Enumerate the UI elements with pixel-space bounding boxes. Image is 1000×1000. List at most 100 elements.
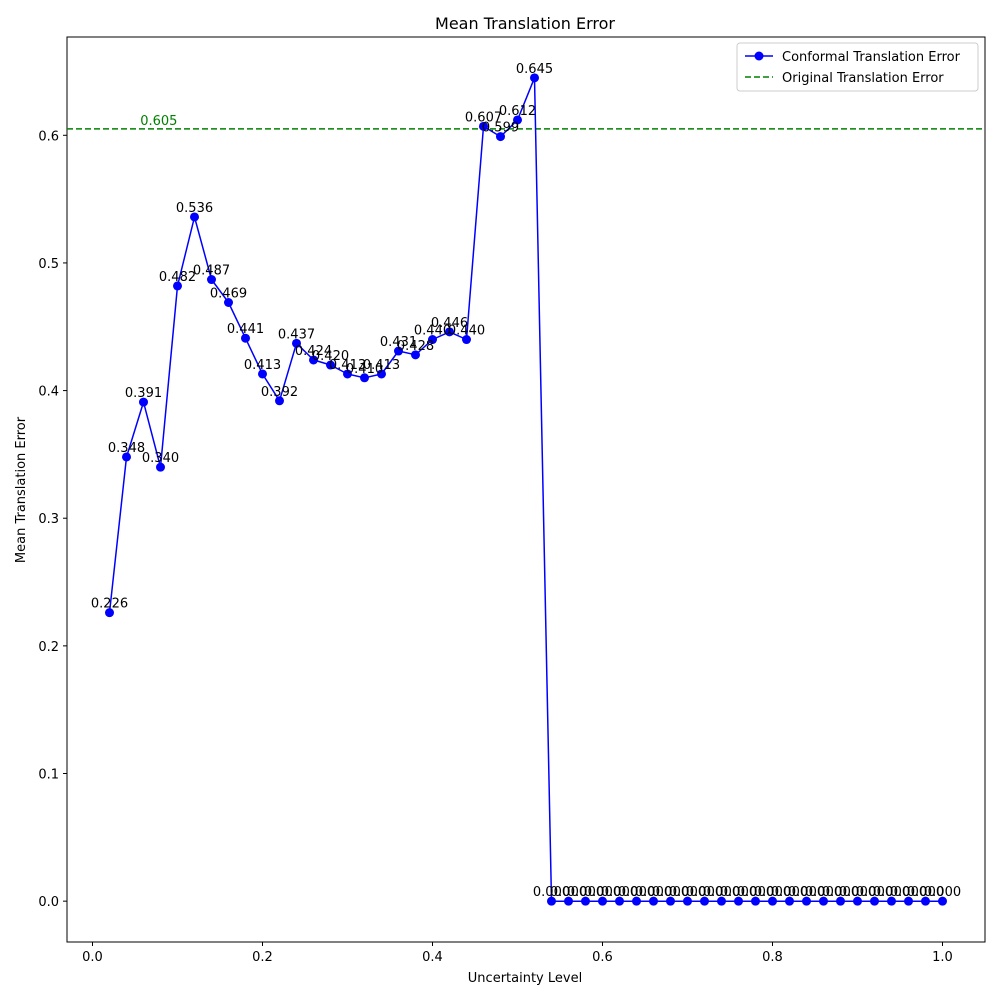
data-label: 0.469 bbox=[210, 287, 247, 302]
data-point bbox=[156, 462, 165, 472]
data-point bbox=[173, 281, 182, 291]
data-label: 0.440 bbox=[414, 324, 451, 339]
data-point bbox=[360, 373, 369, 383]
data-point bbox=[105, 608, 114, 618]
data-labels: 0.226 0.348 0.391 0.340 0.482 0.536 0.487 0.469… bbox=[91, 62, 961, 900]
data-point bbox=[564, 896, 573, 906]
data-point bbox=[887, 896, 896, 906]
data-label: 0.000 bbox=[924, 885, 961, 900]
data-point bbox=[394, 346, 403, 356]
data-label: 0.446 bbox=[431, 316, 468, 331]
y-tick-label: 0.6 bbox=[38, 129, 59, 144]
data-point bbox=[377, 369, 386, 379]
series-lines bbox=[108, 77, 943, 902]
data-label: 0.000 bbox=[635, 885, 672, 900]
data-point bbox=[496, 132, 505, 142]
data-point bbox=[768, 896, 777, 906]
data-point bbox=[615, 896, 624, 906]
data-label: 0.612 bbox=[499, 104, 536, 119]
data-label: 0.000 bbox=[703, 885, 740, 900]
data-label: 0.000 bbox=[567, 885, 604, 900]
data-point bbox=[139, 397, 148, 407]
data-point bbox=[530, 73, 539, 83]
data-label: 0.420 bbox=[312, 349, 349, 364]
data-label: 0.000 bbox=[788, 885, 825, 900]
data-point bbox=[666, 896, 675, 906]
legend: Conformal Translation Error Original Tran… bbox=[736, 42, 979, 92]
data-label: 0.487 bbox=[193, 264, 230, 279]
data-point bbox=[870, 896, 879, 906]
data-point bbox=[445, 327, 454, 337]
data-point bbox=[734, 896, 743, 906]
x-tick-label: 0.0 bbox=[82, 950, 103, 965]
x-tick-label: 0.4 bbox=[422, 950, 443, 965]
data-point bbox=[921, 896, 930, 906]
legend-marker-conformal bbox=[754, 51, 764, 61]
x-axis-label: Uncertainty Level bbox=[468, 971, 582, 986]
data-point bbox=[836, 896, 845, 906]
chart-title: Mean Translation Error bbox=[435, 14, 615, 33]
data-point bbox=[717, 896, 726, 906]
x-tick-label: 0.2 bbox=[252, 950, 273, 965]
data-point bbox=[649, 896, 658, 906]
data-point bbox=[462, 335, 471, 345]
data-point bbox=[428, 335, 437, 345]
data-point bbox=[819, 896, 828, 906]
data-label: 0.340 bbox=[142, 451, 179, 466]
data-label: 0.000 bbox=[550, 885, 587, 900]
data-point bbox=[207, 275, 216, 285]
data-point bbox=[122, 452, 131, 462]
data-point bbox=[751, 896, 760, 906]
data-label: 0.000 bbox=[601, 885, 638, 900]
y-tick-label: 0.4 bbox=[38, 385, 59, 400]
data-label: 0.645 bbox=[516, 62, 553, 77]
data-point bbox=[411, 350, 420, 360]
y-tick-label: 0.1 bbox=[38, 768, 59, 783]
data-label: 0.431 bbox=[380, 335, 417, 350]
data-label: 0.000 bbox=[873, 885, 910, 900]
legend-box bbox=[736, 42, 979, 92]
y-tick-label: 0.5 bbox=[38, 257, 59, 272]
data-label: 0.413 bbox=[244, 358, 281, 373]
data-label: 0.000 bbox=[720, 885, 757, 900]
series-points bbox=[105, 73, 947, 906]
data-label: 0.440 bbox=[448, 324, 485, 339]
data-label: 0.000 bbox=[686, 885, 723, 900]
data-point bbox=[683, 896, 692, 906]
data-point bbox=[547, 896, 556, 906]
data-label: 0.536 bbox=[176, 201, 213, 216]
data-point bbox=[479, 121, 488, 131]
data-label: 0.599 bbox=[482, 121, 519, 136]
data-label: 0.000 bbox=[533, 885, 570, 900]
data-point bbox=[632, 896, 641, 906]
data-label: 0.000 bbox=[737, 885, 774, 900]
data-label: 0.437 bbox=[278, 327, 315, 342]
data-point bbox=[258, 369, 267, 379]
data-label: 0.410 bbox=[346, 362, 383, 377]
data-label: 0.392 bbox=[261, 385, 298, 400]
reference-line-label: 0.605 bbox=[140, 114, 177, 129]
data-label: 0.000 bbox=[856, 885, 893, 900]
data-label: 0.441 bbox=[227, 322, 264, 337]
data-label: 0.348 bbox=[108, 441, 145, 456]
y-axis-label: Mean Translation Error bbox=[14, 416, 29, 563]
data-label: 0.000 bbox=[754, 885, 791, 900]
data-label: 0.000 bbox=[652, 885, 689, 900]
data-point bbox=[343, 369, 352, 379]
y-tick-label: 0.0 bbox=[38, 895, 59, 910]
data-point bbox=[581, 896, 590, 906]
data-label: 0.000 bbox=[584, 885, 621, 900]
data-point bbox=[802, 896, 811, 906]
data-label: 0.424 bbox=[295, 344, 332, 359]
x-tick-label: 0.8 bbox=[762, 950, 783, 965]
data-point bbox=[853, 896, 862, 906]
data-point bbox=[598, 896, 607, 906]
reference-lines: 0.605 bbox=[67, 114, 985, 130]
data-point bbox=[326, 360, 335, 370]
data-label: 0.000 bbox=[890, 885, 927, 900]
legend-label-conformal: Conformal Translation Error bbox=[782, 50, 961, 65]
data-label: 0.482 bbox=[159, 270, 196, 285]
data-label: 0.428 bbox=[397, 339, 434, 354]
x-tick-label: 0.6 bbox=[592, 950, 613, 965]
